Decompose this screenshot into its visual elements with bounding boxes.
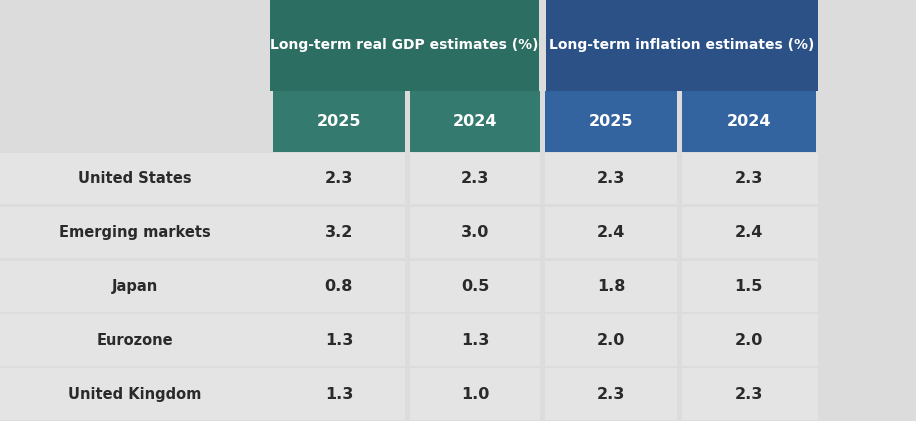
FancyBboxPatch shape (540, 207, 545, 258)
Text: 2.3: 2.3 (325, 171, 353, 186)
Text: 3.0: 3.0 (461, 225, 489, 240)
FancyBboxPatch shape (405, 368, 410, 420)
Text: 2.4: 2.4 (735, 225, 763, 240)
FancyBboxPatch shape (405, 261, 410, 312)
FancyBboxPatch shape (540, 261, 545, 312)
FancyBboxPatch shape (677, 314, 682, 366)
FancyBboxPatch shape (682, 91, 816, 152)
Text: 2.0: 2.0 (735, 333, 763, 348)
FancyBboxPatch shape (405, 314, 410, 366)
Text: 1.3: 1.3 (325, 386, 353, 402)
Text: Long-term real GDP estimates (%): Long-term real GDP estimates (%) (270, 38, 539, 52)
Text: 2.4: 2.4 (597, 225, 625, 240)
Text: United Kingdom: United Kingdom (69, 386, 202, 402)
FancyBboxPatch shape (405, 153, 410, 204)
FancyBboxPatch shape (0, 314, 818, 366)
FancyBboxPatch shape (0, 153, 818, 204)
Text: 1.3: 1.3 (461, 333, 489, 348)
Text: 2.3: 2.3 (597, 171, 625, 186)
Text: 2.3: 2.3 (461, 171, 489, 186)
Text: 1.3: 1.3 (325, 333, 353, 348)
Text: 2.3: 2.3 (597, 386, 625, 402)
FancyBboxPatch shape (540, 314, 545, 366)
FancyBboxPatch shape (677, 368, 682, 420)
FancyBboxPatch shape (677, 261, 682, 312)
Text: Eurozone: Eurozone (97, 333, 173, 348)
Text: United States: United States (78, 171, 192, 186)
Text: 2.0: 2.0 (597, 333, 625, 348)
Text: 3.2: 3.2 (325, 225, 353, 240)
Text: Emerging markets: Emerging markets (60, 225, 211, 240)
FancyBboxPatch shape (540, 153, 545, 204)
Text: 1.5: 1.5 (735, 279, 763, 294)
Text: 2025: 2025 (317, 114, 361, 128)
Text: Japan: Japan (112, 279, 158, 294)
FancyBboxPatch shape (270, 0, 539, 91)
FancyBboxPatch shape (0, 261, 818, 312)
FancyBboxPatch shape (273, 91, 405, 152)
Text: 2.3: 2.3 (735, 171, 763, 186)
FancyBboxPatch shape (677, 153, 682, 204)
Text: Long-term inflation estimates (%): Long-term inflation estimates (%) (550, 38, 814, 52)
Text: 2.3: 2.3 (735, 386, 763, 402)
Text: 2025: 2025 (589, 114, 633, 128)
FancyBboxPatch shape (0, 368, 818, 420)
FancyBboxPatch shape (405, 207, 410, 258)
Text: 1.8: 1.8 (597, 279, 625, 294)
Text: 2024: 2024 (726, 114, 771, 128)
FancyBboxPatch shape (0, 207, 818, 258)
FancyBboxPatch shape (540, 368, 545, 420)
Text: 0.8: 0.8 (325, 279, 353, 294)
Text: 1.0: 1.0 (461, 386, 489, 402)
Text: 2024: 2024 (453, 114, 497, 128)
FancyBboxPatch shape (546, 0, 818, 91)
Text: 0.5: 0.5 (461, 279, 489, 294)
FancyBboxPatch shape (544, 91, 678, 152)
FancyBboxPatch shape (677, 207, 682, 258)
FancyBboxPatch shape (410, 91, 540, 152)
